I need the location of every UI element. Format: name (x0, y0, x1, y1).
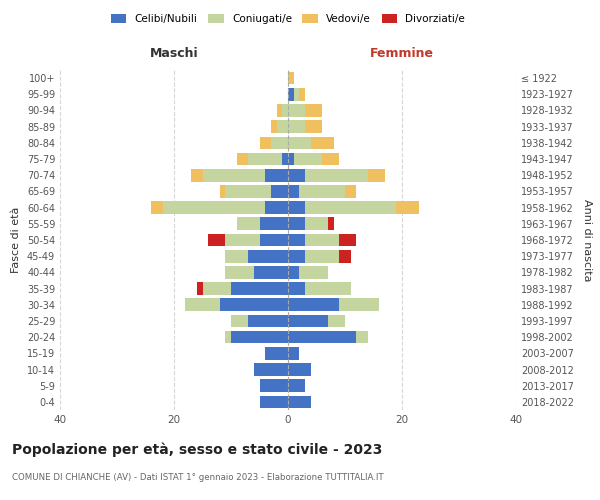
Bar (265, 347, 288, 360)
Bar (305, 234, 340, 246)
Bar (271, 185, 288, 198)
Bar (305, 120, 322, 133)
Bar (299, 266, 328, 278)
Bar (305, 250, 340, 262)
Bar (299, 185, 345, 198)
Bar (288, 363, 311, 376)
Text: Femmine: Femmine (370, 48, 434, 60)
Bar (260, 380, 288, 392)
Bar (260, 136, 271, 149)
Bar (305, 104, 322, 117)
Bar (288, 380, 305, 392)
Bar (340, 250, 350, 262)
Bar (265, 169, 288, 181)
Bar (288, 250, 305, 262)
Bar (288, 169, 305, 181)
Bar (299, 88, 305, 101)
Bar (305, 218, 328, 230)
Text: Maschi: Maschi (149, 48, 199, 60)
Bar (197, 282, 203, 295)
Bar (294, 152, 322, 166)
Bar (328, 314, 345, 328)
Bar (288, 104, 305, 117)
Bar (305, 202, 397, 214)
Y-axis label: Fasce di età: Fasce di età (11, 207, 21, 273)
Bar (288, 298, 340, 311)
Bar (260, 396, 288, 408)
Bar (288, 152, 294, 166)
Bar (231, 314, 248, 328)
Bar (236, 152, 248, 166)
Bar (226, 331, 231, 344)
Bar (185, 298, 220, 311)
Bar (288, 331, 356, 344)
Bar (288, 120, 305, 133)
Text: Popolazione per età, sesso e stato civile - 2023: Popolazione per età, sesso e stato civil… (12, 442, 382, 457)
Bar (254, 266, 288, 278)
Bar (311, 136, 334, 149)
Bar (191, 169, 203, 181)
Bar (208, 234, 226, 246)
Bar (288, 136, 311, 149)
Legend: Celibi/Nubili, Coniugati/e, Vedovi/e, Divorziati/e: Celibi/Nubili, Coniugati/e, Vedovi/e, Di… (111, 14, 465, 24)
Bar (277, 120, 288, 133)
Bar (260, 234, 288, 246)
Bar (231, 282, 288, 295)
Bar (328, 218, 334, 230)
Bar (305, 169, 368, 181)
Bar (288, 185, 299, 198)
Bar (345, 185, 356, 198)
Bar (305, 282, 351, 295)
Bar (288, 202, 305, 214)
Bar (226, 234, 260, 246)
Bar (288, 282, 305, 295)
Bar (226, 250, 248, 262)
Bar (220, 185, 226, 198)
Bar (283, 152, 288, 166)
Bar (271, 120, 277, 133)
Bar (271, 136, 288, 149)
Bar (294, 88, 299, 101)
Bar (340, 298, 379, 311)
Bar (203, 169, 265, 181)
Bar (226, 185, 271, 198)
Bar (288, 88, 294, 101)
Bar (265, 202, 288, 214)
Bar (283, 104, 288, 117)
Text: COMUNE DI CHIANCHE (AV) - Dati ISTAT 1° gennaio 2023 - Elaborazione TUTTITALIA.I: COMUNE DI CHIANCHE (AV) - Dati ISTAT 1° … (12, 472, 383, 482)
Bar (248, 152, 283, 166)
Bar (277, 104, 283, 117)
Bar (288, 72, 294, 85)
Bar (340, 234, 356, 246)
Bar (288, 266, 299, 278)
Y-axis label: Anni di nascita: Anni di nascita (582, 198, 592, 281)
Bar (397, 202, 419, 214)
Bar (231, 331, 288, 344)
Bar (248, 250, 288, 262)
Bar (322, 152, 340, 166)
Bar (248, 314, 288, 328)
Bar (368, 169, 385, 181)
Bar (220, 298, 288, 311)
Bar (226, 266, 254, 278)
Bar (260, 218, 288, 230)
Bar (163, 202, 265, 214)
Bar (203, 282, 231, 295)
Bar (236, 218, 260, 230)
Bar (288, 234, 305, 246)
Bar (151, 202, 163, 214)
Bar (288, 396, 311, 408)
Bar (288, 347, 299, 360)
Bar (288, 218, 305, 230)
Bar (288, 314, 328, 328)
Bar (356, 331, 368, 344)
Bar (254, 363, 288, 376)
